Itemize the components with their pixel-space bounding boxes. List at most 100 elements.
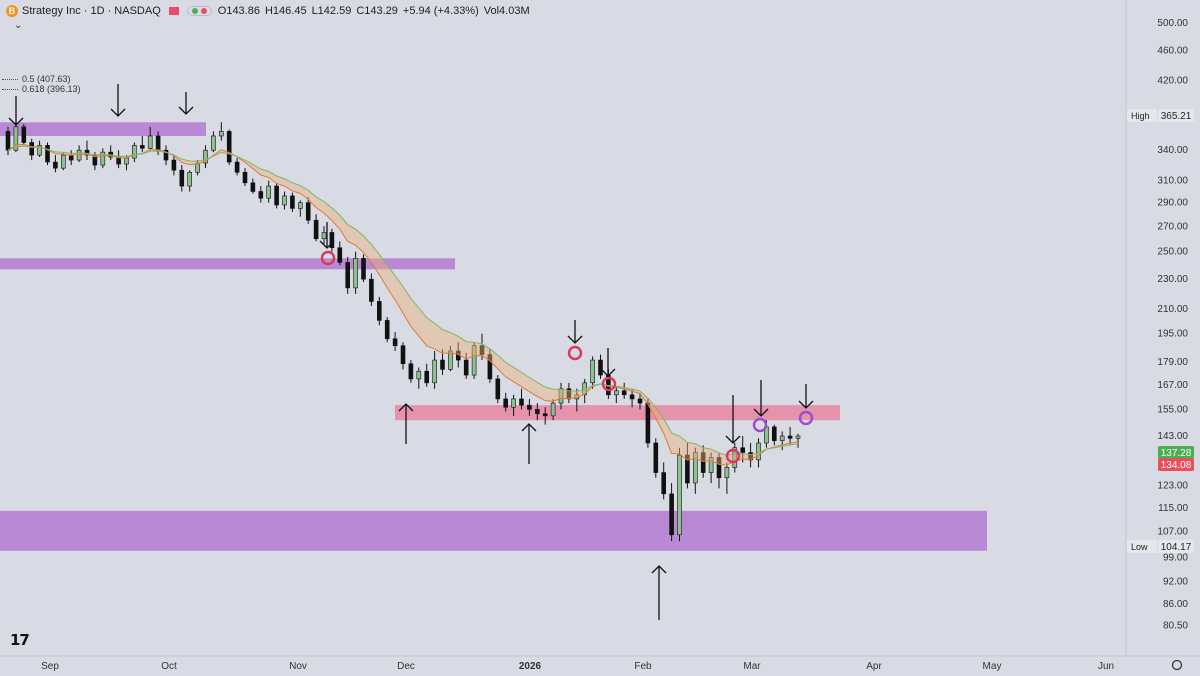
x-tick-label: Apr (866, 661, 882, 672)
gear-icon[interactable] (1171, 659, 1183, 671)
candle (329, 232, 335, 249)
close-value: C143.29 (356, 5, 398, 17)
candle (669, 493, 674, 536)
candle (337, 247, 343, 263)
candle (179, 169, 185, 187)
down-arrow-annotation (600, 368, 616, 377)
x-tick-label: Dec (397, 661, 415, 672)
symbol-header: B Strategy Inc · 1D · NASDAQ O143.86 H146… (0, 0, 535, 22)
candle (282, 195, 287, 206)
candle (274, 185, 279, 206)
down-arrow-annotation (567, 335, 583, 344)
candle (392, 338, 398, 347)
candle (211, 135, 216, 151)
candle (369, 278, 374, 302)
y-tick-label: 115.00 (1158, 503, 1188, 514)
price-label-value: 104.17 (1161, 542, 1192, 553)
support-resistance-zone (0, 122, 206, 136)
highlight-circle (725, 448, 741, 464)
highlight-circle (752, 417, 768, 433)
y-tick-label: 460.00 (1157, 45, 1188, 56)
candle (637, 398, 643, 404)
candle (471, 345, 477, 376)
market-status-pill[interactable] (186, 6, 212, 16)
y-tick-label: 195.00 (1157, 329, 1188, 340)
y-tick-label: 340.00 (1157, 145, 1188, 156)
candle (787, 435, 793, 439)
price-label-box (1158, 446, 1194, 459)
candle (503, 398, 509, 408)
highlight-circle (567, 345, 583, 361)
y-tick-label: 310.00 (1157, 176, 1188, 187)
candle (440, 359, 445, 370)
y-tick-label: 92.00 (1163, 577, 1188, 588)
candle (732, 447, 738, 468)
highlight-circle (798, 410, 814, 426)
support-resistance-zone (395, 405, 840, 421)
x-tick-label: Oct (161, 661, 177, 672)
candle (621, 390, 627, 396)
candle (550, 402, 556, 417)
down-arrow-annotation (753, 408, 769, 417)
down-arrow-annotation (319, 240, 335, 249)
candle (692, 452, 698, 484)
candle (685, 454, 690, 484)
candle (424, 370, 430, 384)
y-tick-label: 80.50 (1163, 621, 1188, 632)
candle (590, 359, 595, 384)
candle (313, 219, 319, 240)
candle (779, 435, 785, 441)
candle (542, 413, 548, 417)
candle (724, 467, 730, 479)
support-resistance-zone (0, 510, 987, 551)
candle (45, 145, 50, 163)
x-tick-label: Feb (634, 661, 652, 672)
candle (124, 157, 129, 165)
x-tick-label: Sep (41, 661, 59, 672)
candle (29, 142, 35, 156)
price-label-box (1158, 109, 1194, 122)
candle (37, 145, 42, 156)
candle (756, 442, 761, 461)
y-tick-label: 155.00 (1157, 404, 1188, 415)
y-tick-label: 179.00 (1157, 357, 1188, 368)
y-tick-label: 143.00 (1157, 431, 1188, 442)
y-tick-label: 86.00 (1163, 599, 1188, 610)
fib-legend: 0.5 (407.63) 0.618 (396.13) (2, 74, 81, 94)
candle (376, 301, 382, 321)
price-label-tag (1127, 109, 1157, 122)
y-tick-label: 290.00 (1157, 198, 1188, 209)
highlight-circle (320, 250, 336, 266)
down-arrow-annotation (110, 108, 126, 117)
candle (195, 162, 200, 173)
up-arrow-annotation (651, 565, 667, 574)
candle (60, 154, 66, 169)
candle (716, 457, 722, 479)
candle (13, 126, 19, 151)
flag-icon[interactable] (168, 7, 179, 15)
candle (290, 195, 295, 209)
candle (748, 452, 753, 461)
candle (297, 202, 303, 209)
candle (321, 232, 327, 240)
chevron-down-icon[interactable]: ⌄ (14, 20, 23, 31)
candle (234, 161, 240, 173)
candle (795, 435, 801, 439)
price-label-value: 134.08 (1161, 460, 1192, 471)
y-tick-label: 270.00 (1157, 221, 1188, 232)
candle (132, 145, 137, 159)
candle (700, 452, 706, 473)
down-arrow-annotation (8, 117, 24, 126)
candle (511, 398, 516, 408)
low-value: L142.59 (311, 5, 352, 17)
y-tick-label: 123.00 (1157, 481, 1188, 492)
y-tick-label: 210.00 (1157, 304, 1188, 315)
candle (598, 359, 603, 376)
candle (400, 345, 406, 365)
candle (463, 359, 469, 376)
candle (361, 258, 366, 280)
ema-slow-line (7, 145, 799, 456)
symbol-title[interactable]: Strategy Inc · 1D · NASDAQ (22, 5, 161, 17)
